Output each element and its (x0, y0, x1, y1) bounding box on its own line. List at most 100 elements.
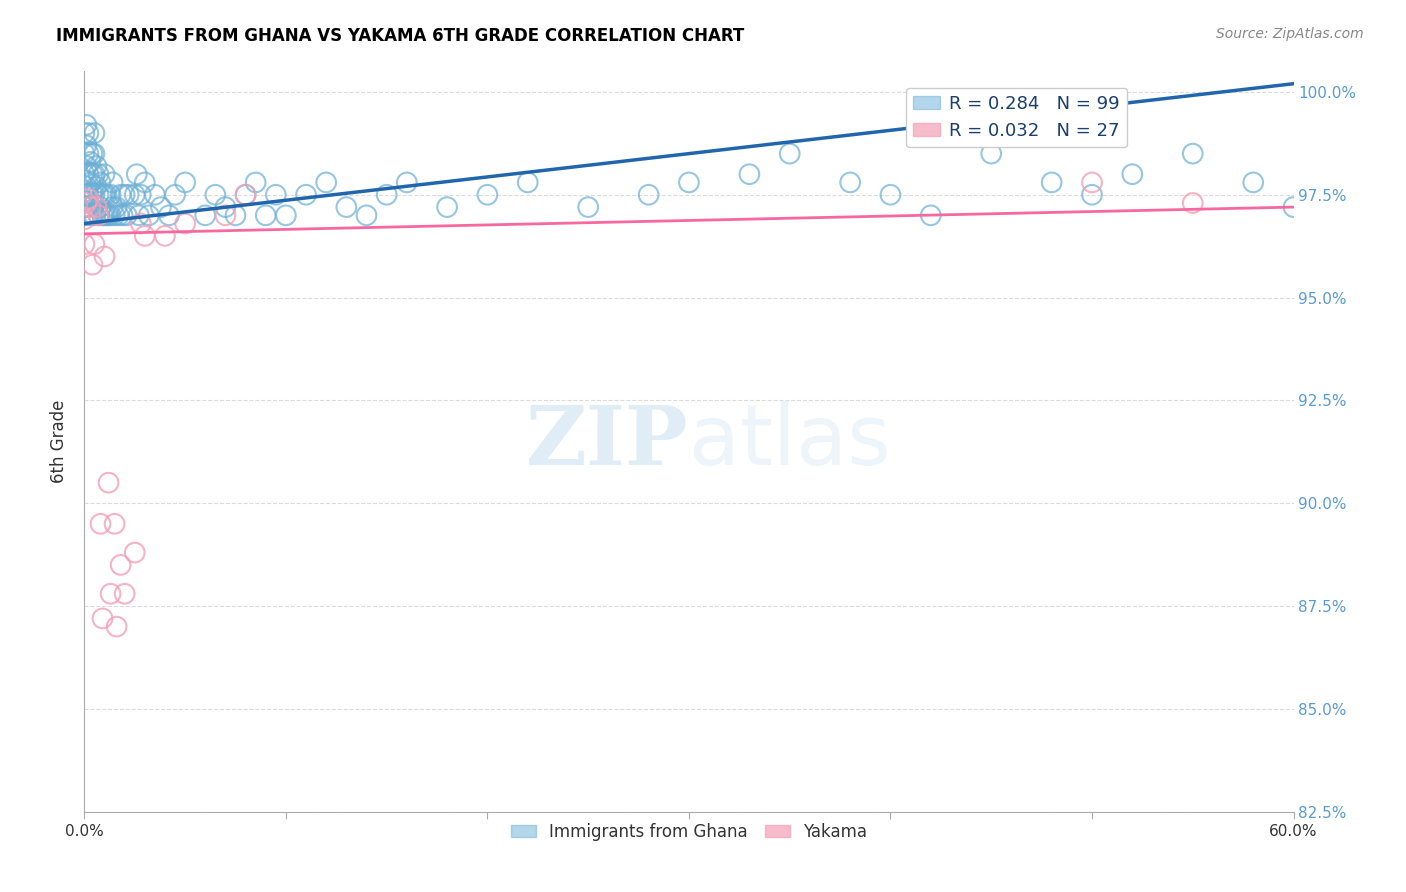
Text: ZIP: ZIP (526, 401, 689, 482)
Point (134, 228, 156, 243)
Point (125, 167, 148, 181)
Point (75, 118, 97, 132)
Point (83, 237, 105, 252)
Point (1081, 176, 1104, 190)
Point (143, 187, 166, 202)
Point (73, 212, 96, 227)
Point (83, 167, 105, 181)
Point (83, 187, 105, 202)
Point (264, 187, 287, 202)
Point (77, 208, 100, 222)
Point (86, 159, 108, 173)
Point (678, 176, 700, 190)
Point (1181, 196, 1204, 211)
Point (87, 187, 110, 202)
Point (75, 138, 97, 153)
Point (77, 187, 100, 202)
Point (96, 208, 118, 222)
Point (980, 146, 1002, 161)
Point (77, 146, 100, 161)
Point (738, 167, 761, 181)
Y-axis label: 6th Grade: 6th Grade (51, 400, 69, 483)
Point (204, 187, 226, 202)
Point (149, 200, 172, 214)
Point (91, 208, 114, 222)
Point (235, 187, 257, 202)
Point (89, 516, 111, 531)
Point (134, 176, 156, 190)
Point (86, 200, 108, 214)
Point (110, 558, 132, 572)
Point (79, 176, 101, 190)
Point (87, 208, 110, 222)
Point (1282, 200, 1305, 214)
Point (101, 176, 124, 190)
Point (87, 208, 110, 222)
Point (82, 146, 104, 161)
Point (245, 176, 267, 190)
Point (174, 176, 197, 190)
Point (107, 208, 129, 222)
Point (75, 196, 97, 211)
Point (104, 516, 127, 531)
Point (83, 208, 105, 222)
Point (93, 208, 115, 222)
Text: atlas: atlas (689, 401, 890, 482)
Point (375, 187, 398, 202)
Point (89, 176, 111, 190)
Point (79, 200, 101, 214)
Point (93, 187, 115, 202)
Point (138, 208, 160, 222)
Point (101, 200, 124, 214)
Point (839, 176, 862, 190)
Point (576, 200, 599, 214)
Point (82, 258, 104, 272)
Point (83, 146, 105, 161)
Point (114, 187, 136, 202)
Text: IMMIGRANTS FROM GHANA VS YAKAMA 6TH GRADE CORRELATION CHART: IMMIGRANTS FROM GHANA VS YAKAMA 6TH GRAD… (56, 27, 745, 45)
Point (637, 187, 659, 202)
Point (225, 208, 247, 222)
Point (124, 546, 146, 560)
Point (153, 228, 176, 243)
Point (295, 187, 318, 202)
Point (1241, 176, 1264, 190)
Point (477, 187, 499, 202)
Point (100, 587, 122, 601)
Point (214, 208, 236, 222)
Point (315, 176, 337, 190)
Point (73, 208, 96, 222)
Point (115, 208, 138, 222)
Point (91, 611, 114, 625)
Point (87, 167, 110, 181)
Point (165, 187, 187, 202)
Point (73, 167, 96, 181)
Point (516, 176, 538, 190)
Point (110, 187, 132, 202)
Point (274, 208, 297, 222)
Point (79, 154, 101, 169)
Point (118, 187, 141, 202)
Point (111, 208, 134, 222)
Point (93, 250, 115, 264)
Point (86, 200, 108, 214)
Point (104, 208, 127, 222)
Point (73, 187, 96, 202)
Point (82, 208, 104, 222)
Point (254, 208, 277, 222)
Point (77, 192, 100, 206)
Legend: Immigrants from Ghana, Yakama: Immigrants from Ghana, Yakama (505, 816, 873, 847)
Point (779, 146, 801, 161)
Point (77, 126, 100, 140)
Point (83, 126, 105, 140)
Point (96, 187, 118, 202)
Point (91, 187, 114, 202)
Point (93, 167, 115, 181)
Point (129, 187, 152, 202)
Point (100, 187, 122, 202)
Point (436, 200, 458, 214)
Point (105, 620, 128, 634)
Point (73, 146, 96, 161)
Point (75, 179, 97, 194)
Point (114, 587, 136, 601)
